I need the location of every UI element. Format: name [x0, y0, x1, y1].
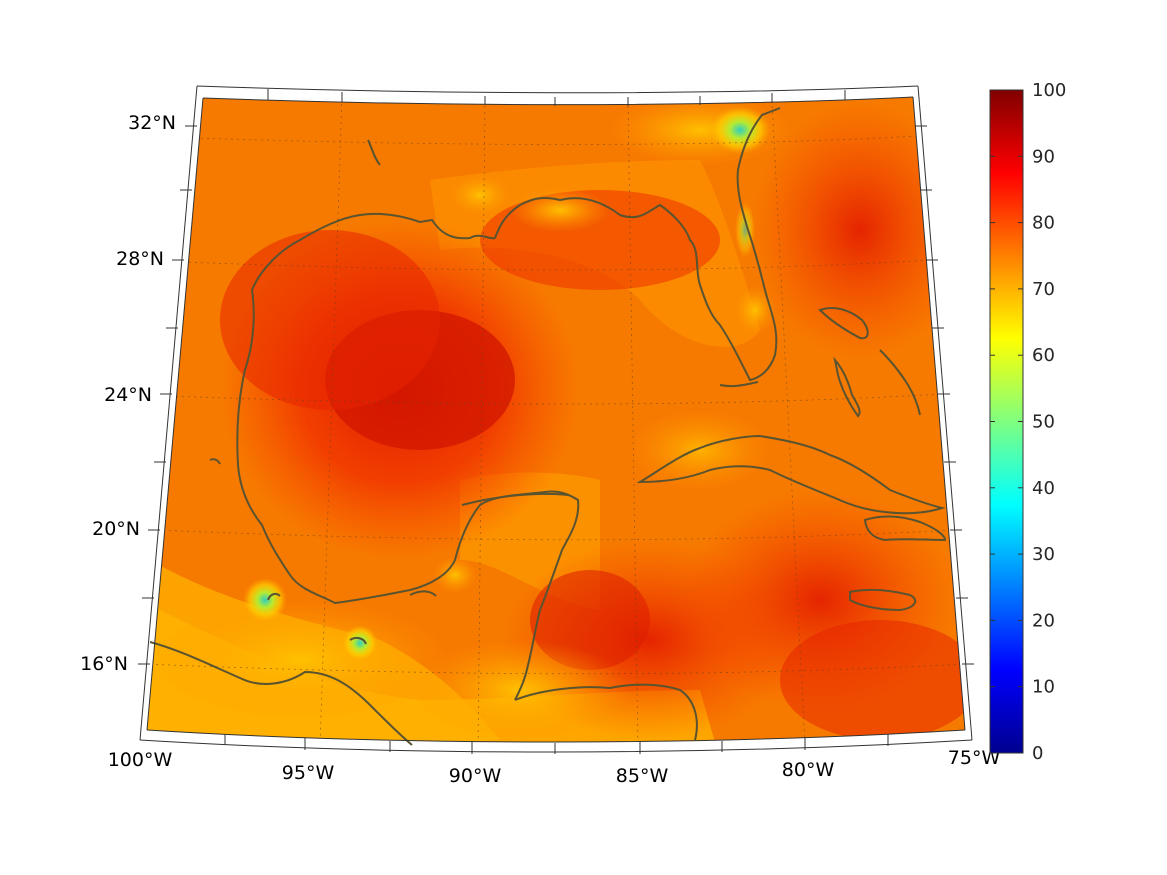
- frame-ticks: [138, 89, 974, 754]
- lon-label-90w: 90°W: [449, 765, 502, 787]
- colorbar-tick-label: 90: [1032, 146, 1055, 167]
- colorbar-tick-label: 100: [1032, 80, 1066, 101]
- colorbar-tick-label: 70: [1032, 279, 1055, 300]
- map-frame: [139, 85, 973, 753]
- colorbar-tick-label: 40: [1032, 478, 1055, 499]
- graticule: [147, 97, 965, 742]
- lat-label-16n: 16°N: [80, 653, 128, 675]
- colorbar-tick-label: 30: [1032, 544, 1055, 565]
- colorbar: 0 10 20 30 40 50 60 70 80 90 100: [989, 80, 1066, 764]
- colorbar-tick-label: 50: [1032, 412, 1055, 433]
- colorbar-tick-label: 10: [1032, 677, 1055, 698]
- longitude-labels: 100°W 95°W 90°W 85°W 80°W 75°W: [108, 747, 1001, 787]
- lat-label-20n: 20°N: [92, 518, 140, 540]
- colorbar-tick-label: 60: [1032, 345, 1055, 366]
- lat-label-28n: 28°N: [116, 248, 164, 270]
- coastline: [149, 107, 947, 746]
- colorbar-ticks: 0 10 20 30 40 50 60 70 80 90 100: [990, 80, 1066, 764]
- latitude-labels: 32°N 28°N 24°N 20°N 16°N: [80, 112, 176, 675]
- lat-label-24n: 24°N: [104, 384, 152, 406]
- map-field: [147, 97, 965, 742]
- colorbar-tick-label: 0: [1032, 743, 1043, 764]
- colorbar-tick-label: 80: [1032, 213, 1055, 234]
- lon-label-85w: 85°W: [616, 765, 669, 787]
- lon-label-75w: 75°W: [948, 747, 1001, 769]
- lon-label-100w: 100°W: [108, 749, 173, 771]
- lat-label-32n: 32°N: [128, 112, 176, 134]
- lon-label-95w: 95°W: [282, 762, 335, 784]
- colorbar-tick-label: 20: [1032, 610, 1055, 631]
- colorbar-gradient: [989, 89, 1024, 754]
- lon-label-80w: 80°W: [782, 759, 835, 781]
